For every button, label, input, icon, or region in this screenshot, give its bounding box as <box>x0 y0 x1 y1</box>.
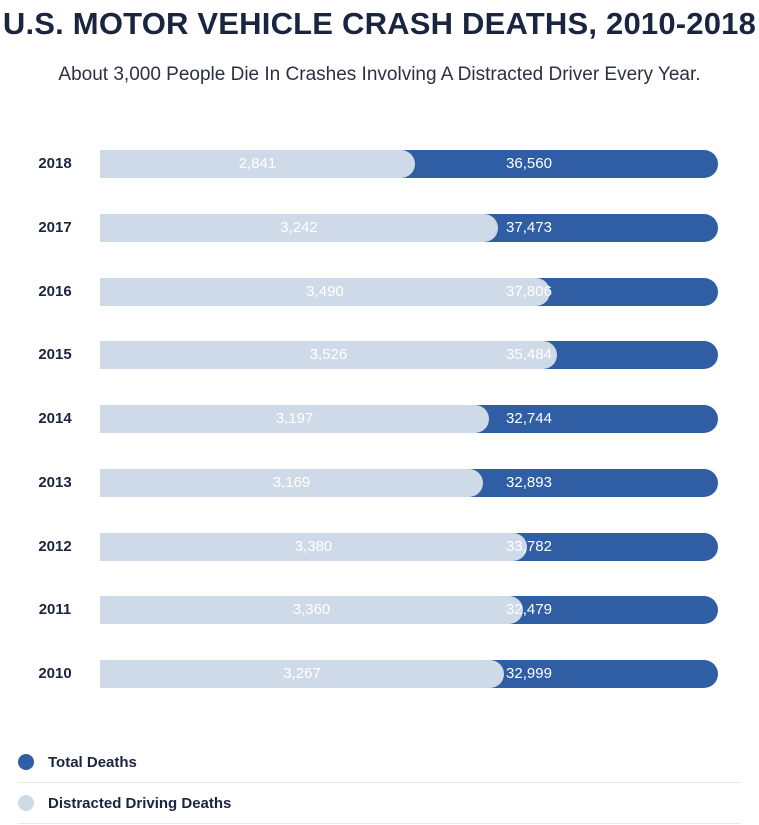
bar-distracted-2010 <box>100 660 504 688</box>
year-label-2017: 2017 <box>38 219 72 236</box>
legend-item-distracted: Distracted Driving Deaths <box>18 783 741 824</box>
year-label-2012: 2012 <box>38 538 72 555</box>
legend-swatch-distracted <box>18 795 34 811</box>
bar-distracted-2012 <box>100 533 527 561</box>
value-label-distracted-2017: 3,242 <box>280 219 318 236</box>
bar-distracted-2018 <box>100 150 415 178</box>
value-label-distracted-2016: 3,490 <box>306 283 344 300</box>
value-label-total-2013: 32,893 <box>506 474 552 491</box>
value-label-total-2012: 33,782 <box>506 538 552 555</box>
value-label-total-2016: 37,806 <box>506 283 552 300</box>
year-label-2016: 2016 <box>38 283 72 300</box>
chart-subtitle: About 3,000 People Die In Crashes Involv… <box>58 64 701 85</box>
value-label-total-2011: 32,479 <box>506 601 552 618</box>
value-label-distracted-2018: 2,841 <box>238 155 277 172</box>
value-label-total-2017: 37,473 <box>506 219 552 236</box>
year-label-2013: 2013 <box>38 474 72 491</box>
legend-label-distracted: Distracted Driving Deaths <box>48 794 232 812</box>
value-label-distracted-2014: 3,197 <box>275 410 314 427</box>
year-label-2010: 2010 <box>38 665 72 682</box>
bar-distracted-2013 <box>100 469 483 497</box>
chart-title: U.S. MOTOR VEHICLE CRASH DEATHS, 2010-20… <box>2 6 757 41</box>
legend-item-total: Total Deaths <box>18 742 741 783</box>
legend-label-total: Total Deaths <box>48 753 137 771</box>
bar-distracted-2011 <box>100 596 523 624</box>
legend-swatch-total <box>18 754 34 770</box>
value-label-distracted-2012: 3,380 <box>294 538 333 555</box>
value-label-total-2015: 35,484 <box>506 346 552 363</box>
value-label-total-2010: 32,999 <box>506 665 552 682</box>
value-label-distracted-2010: 3,267 <box>283 665 321 682</box>
value-label-total-2014: 32,744 <box>506 410 552 427</box>
year-label-2018: 2018 <box>38 155 72 172</box>
bar-distracted-2017 <box>100 214 498 242</box>
value-label-distracted-2013: 3,169 <box>272 474 311 491</box>
bar-distracted-2015 <box>100 341 557 369</box>
bar-distracted-2014 <box>100 405 489 433</box>
year-label-2015: 2015 <box>38 346 72 363</box>
year-label-2014: 2014 <box>38 410 72 427</box>
value-label-distracted-2011: 3,360 <box>292 601 331 618</box>
value-label-distracted-2015: 3,526 <box>309 346 348 363</box>
value-label-total-2018: 36,560 <box>506 155 552 172</box>
year-label-2011: 2011 <box>38 601 72 618</box>
bar-distracted-2016 <box>100 278 550 306</box>
